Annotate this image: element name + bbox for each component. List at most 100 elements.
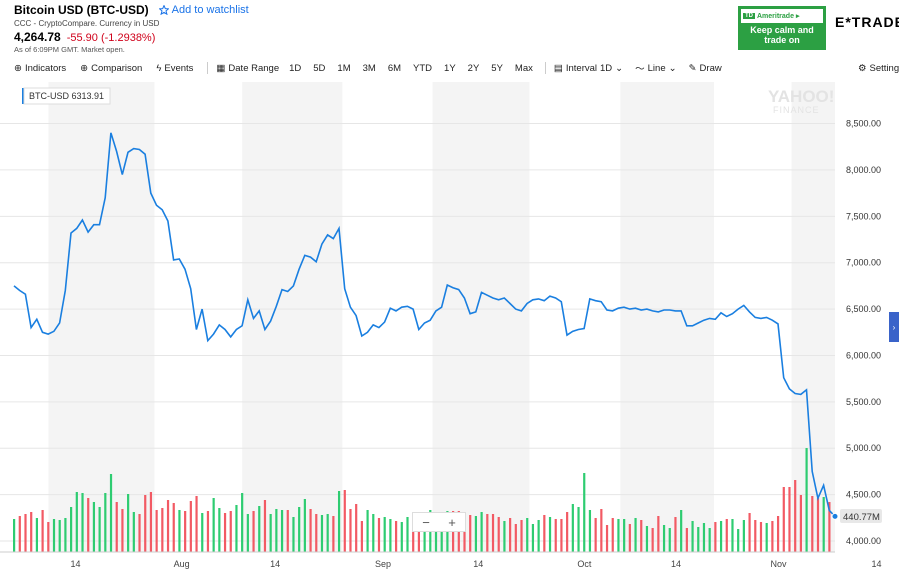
volume-bar — [332, 516, 335, 552]
gear-icon: ⚙ — [858, 62, 867, 74]
volume-bar — [811, 496, 814, 552]
volume-bar — [166, 500, 170, 552]
interval-dropdown[interactable]: ▤ Interval 1D ⌄ — [554, 63, 623, 74]
volume-bar — [377, 518, 381, 552]
volume-bar — [178, 510, 181, 552]
volume-bar — [320, 515, 324, 552]
date-range-button[interactable]: ▦ Date Range — [216, 63, 279, 74]
volume-bar — [41, 510, 44, 552]
range-max[interactable]: Max — [514, 62, 533, 74]
ameritrade-message: Keep calm and trade on — [750, 25, 814, 45]
range-1y[interactable]: 1Y — [444, 62, 456, 74]
watermark-finance: FINANCE — [773, 105, 820, 115]
volume-bar — [292, 517, 295, 552]
draw-button[interactable]: ✎ Draw — [689, 63, 722, 74]
volume-label-box — [840, 509, 882, 523]
volume-bar — [229, 511, 232, 552]
etrade-ad[interactable]: E*TRADE — [835, 14, 899, 30]
volume-bar — [714, 522, 717, 552]
volume-bar — [349, 509, 352, 552]
volume-bar — [115, 502, 118, 552]
zoom-in-button[interactable]: + — [448, 514, 456, 530]
volume-bar — [668, 528, 671, 552]
volume-bar — [286, 510, 289, 552]
volume-bar — [548, 517, 552, 552]
range-1d[interactable]: 1D — [289, 62, 302, 74]
volume-bar — [526, 518, 529, 552]
divider — [544, 62, 546, 74]
volume-bar — [389, 519, 392, 552]
td-logo: TD — [743, 13, 755, 19]
volume-bar — [212, 498, 215, 552]
legend-label: BTC-USD 6313.91 — [29, 91, 104, 101]
volume-bar — [149, 492, 153, 552]
volume-bar — [794, 480, 797, 552]
volume-bar — [645, 526, 649, 552]
y-tick-label: 4,000.00 — [846, 536, 881, 546]
volume-bar — [440, 512, 443, 552]
volume-bar — [566, 512, 569, 552]
volume-bar — [571, 504, 574, 552]
y-tick-label: 8,500.00 — [846, 119, 881, 129]
volume-bar — [588, 510, 592, 552]
volume-bar — [805, 448, 808, 552]
volume-bar — [600, 509, 603, 552]
volume-bar — [623, 519, 626, 552]
range-2y[interactable]: 2Y — [467, 62, 480, 74]
lightning-icon: ϟ — [156, 62, 162, 74]
volume-bar — [509, 518, 512, 552]
volume-bar — [98, 507, 101, 552]
range-6m[interactable]: 6M — [387, 62, 402, 74]
volume-bar — [759, 522, 763, 552]
volume-bar — [246, 514, 249, 552]
range-ytd[interactable]: YTD — [413, 62, 433, 74]
add-to-watchlist-link[interactable]: Add to watchlist — [158, 4, 249, 16]
data-source: CCC - CryptoCompare. Currency in USD — [14, 19, 160, 28]
range-1m[interactable]: 1M — [337, 62, 351, 74]
volume-bar — [771, 521, 774, 552]
volume-bar — [754, 520, 757, 552]
events-button[interactable]: ϟ Events — [156, 63, 193, 74]
line-chart-icon: 〜 — [635, 64, 645, 75]
volume-bar — [514, 524, 517, 552]
line-type-dropdown[interactable]: 〜 Line ⌄ — [635, 61, 676, 76]
volume-bar — [554, 519, 557, 552]
volume-bar — [520, 520, 523, 552]
zoom-out-button[interactable]: − — [422, 514, 430, 530]
chart-toolbar: ⊕ Indicators ⊕ Comparison ϟ Events ▦ Date Ra… — [0, 59, 899, 77]
events-label: Events — [164, 62, 194, 74]
volume-bar — [628, 524, 631, 552]
volume-bar — [13, 519, 16, 552]
volume-bar — [263, 500, 267, 552]
shaded-band — [620, 82, 714, 552]
indicators-button[interactable]: ⊕ Indicators — [14, 63, 66, 74]
volume-bar — [406, 517, 409, 552]
expand-panel-tab[interactable]: › — [889, 312, 899, 342]
ameritrade-ad[interactable]: TD Ameritrade ▸ Keep calm and trade on — [738, 6, 826, 50]
volume-bar — [218, 508, 221, 552]
chevron-right-icon: › — [892, 322, 896, 332]
comparison-button[interactable]: ⊕ Comparison — [80, 63, 142, 74]
range-3m[interactable]: 3M — [362, 62, 376, 74]
volume-bar — [280, 510, 284, 552]
settings-button[interactable]: ⚙Settings — [858, 63, 899, 74]
volume-bar — [30, 512, 33, 552]
volume-bar — [132, 512, 135, 552]
volume-bar — [674, 517, 677, 552]
volume-bar — [394, 521, 398, 552]
price-line — [13, 132, 836, 517]
volume-bar — [463, 515, 466, 552]
range-5d[interactable]: 5D — [313, 62, 326, 74]
x-tick-label: Nov — [771, 559, 788, 569]
volume-bar — [87, 498, 90, 552]
volume-bar — [776, 516, 780, 552]
y-tick-label: 8,000.00 — [846, 165, 881, 175]
volume-bar — [691, 521, 694, 552]
volume-bar — [360, 521, 363, 552]
x-tick-label: 14 — [270, 559, 280, 569]
chart-area[interactable]: 8,500.00 8,000.00 7,500.00 7,000.00 6,500.00… — [0, 82, 899, 579]
y-tick-label: 6,000.00 — [846, 350, 881, 360]
volume-bar — [685, 528, 688, 552]
volume-bar — [537, 520, 540, 552]
range-5y[interactable]: 5Y — [491, 62, 503, 74]
